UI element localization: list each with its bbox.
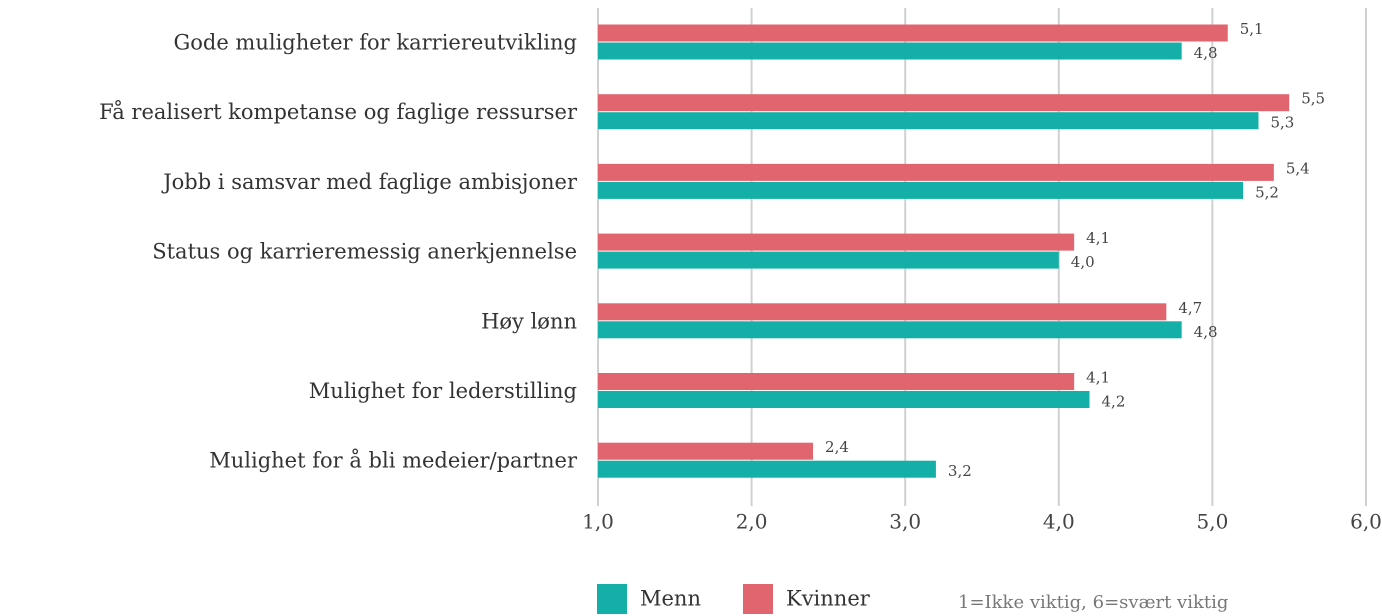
bar [598, 460, 936, 478]
bar [598, 94, 1290, 112]
value-label: 4,1 [1086, 229, 1110, 247]
legend-swatch [743, 584, 773, 614]
x-tick-label: 1,0 [582, 510, 614, 534]
category-label: Mulighet for å bli medeier/partner [209, 449, 578, 473]
value-label: 4,2 [1102, 393, 1126, 411]
bar [598, 42, 1182, 60]
bar [598, 163, 1274, 181]
x-tick-label: 6,0 [1350, 510, 1382, 534]
category-label: Mulighet for lederstilling [309, 379, 577, 403]
bar [598, 233, 1075, 251]
category-label: Få realisert kompetanse og faglige ressu… [99, 100, 578, 124]
bar [598, 391, 1090, 408]
category-label: Status og karrieremessig anerkjennelse [152, 240, 577, 264]
value-label: 5,2 [1255, 183, 1279, 201]
legend-label: Menn [640, 587, 701, 611]
category-label: Jobb i samsvar med faglige ambisjoner [161, 170, 578, 194]
x-tick-label: 3,0 [889, 510, 921, 534]
bar [598, 112, 1259, 130]
value-label: 4,0 [1071, 253, 1095, 271]
bar [598, 321, 1182, 339]
value-label: 5,1 [1240, 20, 1264, 38]
value-label: 4,7 [1178, 299, 1202, 317]
value-label: 3,2 [948, 462, 972, 480]
bar [598, 303, 1167, 321]
value-label: 5,3 [1270, 114, 1294, 132]
bar [598, 181, 1244, 199]
annotation: 1=Ikke viktig, 6=svært viktig [958, 592, 1228, 613]
category-label: Gode muligheter for karriereutvikling [173, 31, 577, 55]
legend-swatch [597, 584, 627, 614]
legend-label: Kvinner [786, 587, 871, 611]
bar [598, 442, 814, 460]
value-label: 2,4 [825, 438, 849, 456]
value-label: 4,8 [1194, 44, 1218, 62]
category-label: Høy lønn [481, 309, 577, 333]
bar [598, 251, 1059, 269]
value-label: 5,4 [1286, 159, 1310, 177]
x-tick-label: 4,0 [1043, 510, 1075, 534]
x-tick-label: 5,0 [1196, 510, 1228, 534]
bar [598, 373, 1075, 390]
value-label: 4,8 [1194, 323, 1218, 341]
x-tick-label: 2,0 [736, 510, 768, 534]
value-label: 5,5 [1301, 90, 1325, 108]
bar [598, 24, 1228, 42]
value-label: 4,1 [1086, 369, 1110, 387]
